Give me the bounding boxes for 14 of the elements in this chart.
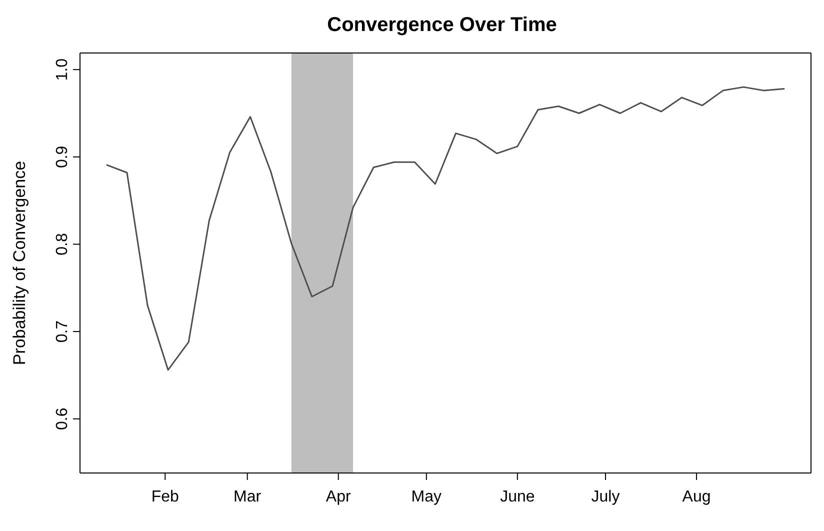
x-tick-label: July xyxy=(591,488,620,506)
y-tick-label: 0.7 xyxy=(54,320,71,343)
x-tick-label: Feb xyxy=(151,488,180,506)
x-tick-label: Aug xyxy=(682,488,711,506)
chart-title: Convergence Over Time xyxy=(326,14,558,37)
x-tick-label: May xyxy=(411,488,442,506)
y-axis-title: Probability of Convergence xyxy=(10,160,30,366)
x-tick-label: Apr xyxy=(326,488,352,506)
y-tick-label: 0.6 xyxy=(54,408,71,430)
x-tick-label: Mar xyxy=(234,488,262,506)
y-tick-label: 0.8 xyxy=(54,233,71,256)
y-tick-label: 1.0 xyxy=(54,58,71,81)
x-tick-label: June xyxy=(500,488,535,506)
y-tick-label: 0.9 xyxy=(54,146,71,168)
